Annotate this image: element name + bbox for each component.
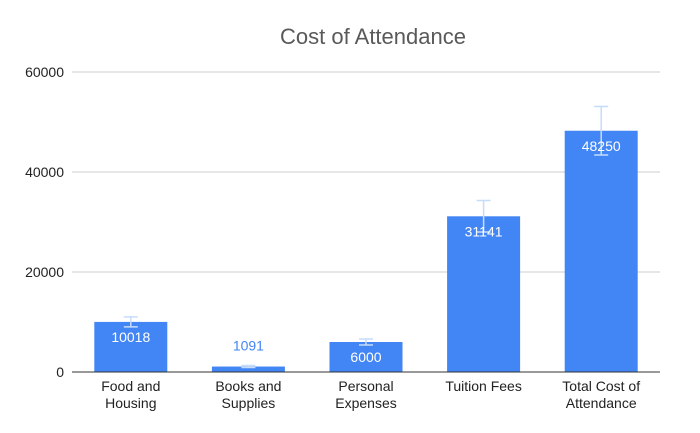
error-bar <box>359 338 373 346</box>
data-label: 48250 <box>582 138 621 154</box>
data-label: 10018 <box>111 329 150 345</box>
error-bar <box>476 199 491 233</box>
y-tick-label: 20000 <box>25 264 64 280</box>
bar <box>564 130 638 372</box>
x-axis-tick-labels: Food and Housing Books and Supplies Personal… <box>101 378 640 411</box>
x-tick-label: Books and Supplies <box>215 378 281 411</box>
bars <box>94 130 638 372</box>
x-tick-label: Food and Housing <box>101 378 160 411</box>
gridlines <box>72 71 660 273</box>
x-tick-label: Personal Expenses <box>335 378 396 411</box>
bar <box>94 321 168 372</box>
error-bar <box>123 316 138 328</box>
x-tick-label: Tuition Fees <box>445 378 522 394</box>
chart-title: Cost of Attendance <box>280 24 466 49</box>
error-bar <box>241 364 256 369</box>
y-axis-tick-labels: 0 20000 40000 60000 <box>25 64 64 380</box>
data-labels: 10018 1091 6000 31141 48250 <box>111 138 621 365</box>
x-tick-label: Total Cost of Attendance <box>562 378 640 411</box>
bar <box>211 366 285 372</box>
y-tick-label: 0 <box>56 364 64 380</box>
error-bar <box>594 105 609 156</box>
data-label: 6000 <box>350 349 381 365</box>
y-tick-label: 40000 <box>25 164 64 180</box>
error-bars <box>123 105 609 369</box>
data-label: 1091 <box>233 338 264 354</box>
bar <box>447 216 521 372</box>
data-label: 31141 <box>465 223 503 239</box>
bar <box>329 342 403 372</box>
y-tick-label: 60000 <box>25 64 64 80</box>
